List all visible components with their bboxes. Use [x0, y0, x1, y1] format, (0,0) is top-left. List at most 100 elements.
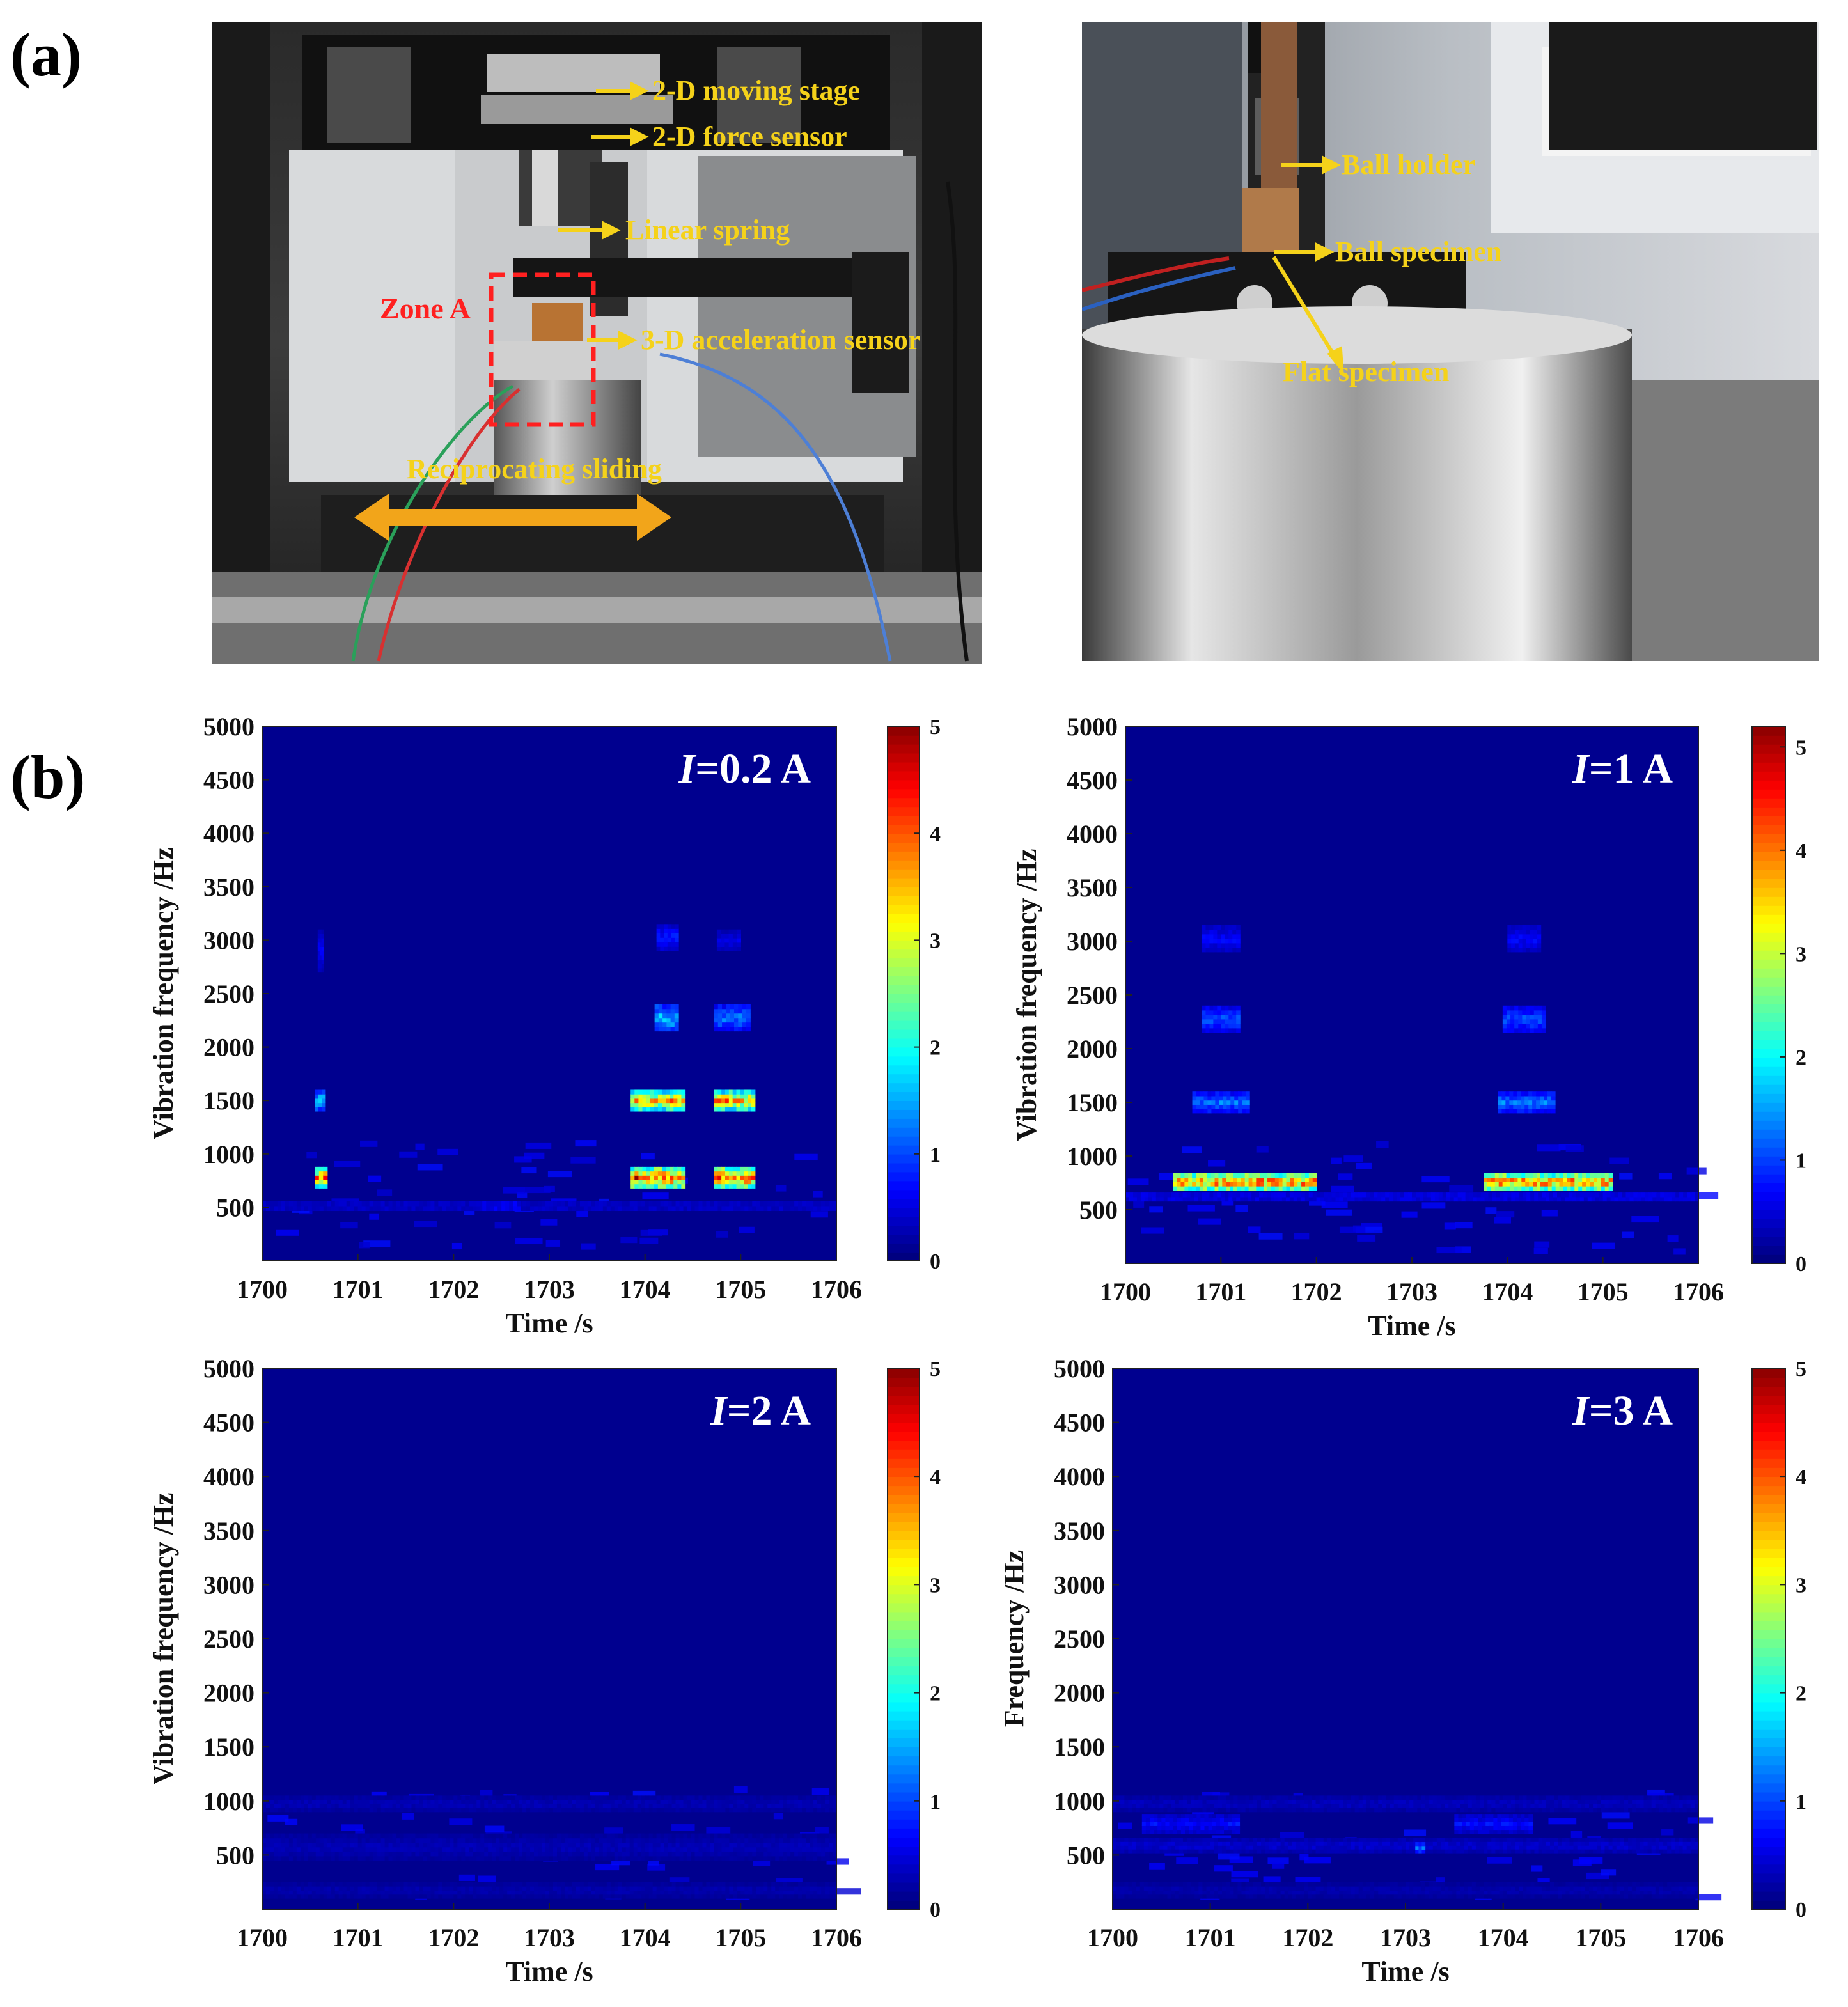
heatmap-cell	[1413, 1799, 1418, 1804]
heatmap-cell	[373, 1205, 378, 1212]
heatmap-cell	[1232, 1196, 1237, 1202]
heatmap-cell	[1347, 1799, 1352, 1804]
heatmap-cell	[1116, 1808, 1121, 1813]
heatmap-cell	[1308, 1799, 1313, 1804]
heatmap-cell	[1442, 1192, 1447, 1198]
heatmap-cell	[671, 928, 675, 933]
heatmap-cell	[790, 1799, 795, 1804]
heatmap-cell	[664, 1799, 669, 1804]
heatmap-cell	[1537, 942, 1542, 948]
heatmap-cell	[726, 1026, 731, 1032]
heatmap-cell	[1593, 1795, 1597, 1800]
heatmap-texture-cell	[642, 1192, 669, 1199]
heatmap-cell	[277, 1795, 282, 1800]
x-tick-label: 1704	[1482, 1277, 1533, 1306]
heatmap-cell	[369, 1838, 374, 1843]
heatmap-cell	[821, 1205, 826, 1212]
heatmap-cell	[1286, 1177, 1291, 1182]
heatmap-cell	[1452, 1799, 1457, 1804]
heatmap-cell	[1604, 1173, 1609, 1178]
colorbar-segment	[888, 1225, 920, 1235]
heatmap-cell	[430, 1804, 435, 1808]
colorbar-segment	[1752, 1031, 1785, 1040]
colorbar-segment	[888, 1118, 920, 1128]
heatmap-cell	[1288, 1799, 1293, 1804]
heatmap-cell	[427, 1205, 432, 1212]
heatmap-cell	[1192, 1095, 1197, 1101]
heatmap-texture-cell	[595, 1863, 620, 1871]
heatmap-cell	[1495, 1808, 1500, 1813]
heatmap-cell	[1182, 1799, 1187, 1804]
heatmap-cell	[671, 1205, 677, 1212]
heatmap-cell	[724, 1175, 730, 1180]
heatmap-cell	[1519, 1804, 1523, 1808]
heatmap-cell	[526, 1808, 531, 1813]
heatmap-cell	[752, 1795, 756, 1800]
heatmap-cell	[650, 1094, 655, 1099]
heatmap-cell	[346, 1847, 351, 1852]
heatmap-cell	[1547, 1104, 1552, 1109]
heatmap-cell	[1362, 1795, 1367, 1800]
heatmap-cell	[1530, 1019, 1535, 1024]
heatmap-cell	[771, 1804, 776, 1808]
heatmap-cell	[1214, 1804, 1219, 1808]
heatmap-texture-cell	[1343, 1155, 1363, 1162]
colorbar-segment	[1752, 959, 1785, 969]
heatmap-cell	[1515, 1192, 1519, 1198]
heatmap-cell	[660, 1808, 665, 1813]
heatmap-cell	[1226, 1808, 1230, 1813]
heatmap-cell	[1537, 1177, 1541, 1182]
heatmap-cell	[668, 1201, 673, 1207]
colorbar-segment	[1752, 1165, 1785, 1175]
heatmap-cell	[1494, 1182, 1500, 1187]
heatmap-cell	[1297, 1192, 1302, 1198]
heatmap-cell	[1215, 1104, 1219, 1109]
heatmap-cell	[787, 1201, 791, 1207]
heatmap-cell	[1246, 1095, 1250, 1101]
heatmap-cell	[1237, 1804, 1242, 1808]
heatmap-cell	[1222, 1177, 1226, 1182]
heatmap-cell	[1475, 1804, 1480, 1808]
heatmap-cell	[1147, 1799, 1152, 1804]
heatmap-cell	[1221, 1010, 1225, 1015]
heatmap-cell	[1301, 1192, 1306, 1198]
heatmap-cell	[556, 1808, 561, 1813]
colorbar-segment	[888, 1243, 920, 1253]
heatmap-cell	[681, 1094, 686, 1099]
heatmap-cell	[1288, 1795, 1293, 1800]
heatmap-cell	[388, 1201, 393, 1207]
heatmap-cell	[1562, 1804, 1566, 1808]
heatmap-texture-cell	[414, 1221, 437, 1228]
heatmap-cell	[1569, 1804, 1574, 1808]
heatmap-cell	[1335, 1192, 1340, 1198]
heatmap-texture-cell	[1622, 1231, 1634, 1238]
heatmap-cell	[1230, 1808, 1234, 1813]
heatmap-cell	[1205, 938, 1210, 944]
heatmap-cell	[1524, 1095, 1529, 1101]
heatmap-cell	[1140, 1192, 1145, 1198]
heatmap-cell	[737, 938, 741, 943]
heatmap-cell	[1202, 1804, 1207, 1808]
heatmap-cell	[1236, 933, 1241, 939]
heatmap-cell	[1522, 1019, 1527, 1024]
heatmap-cell	[1537, 1019, 1542, 1024]
heatmap-cell	[1528, 1095, 1533, 1101]
heatmap-cell	[1284, 1804, 1289, 1808]
heatmap-cell	[825, 1799, 829, 1804]
heatmap-cell	[1602, 1192, 1608, 1198]
heatmap-cell	[308, 1205, 313, 1212]
heatmap-texture-cell	[377, 1189, 393, 1196]
heatmap-cell	[748, 1175, 752, 1180]
heatmap-cell	[1487, 1808, 1492, 1813]
heatmap-cell	[734, 1013, 739, 1019]
heatmap-cell	[1523, 1808, 1527, 1813]
heatmap-cell	[277, 1847, 282, 1852]
heatmap-cell	[630, 1183, 635, 1189]
heatmap-cell	[288, 1808, 294, 1813]
heatmap-cell	[650, 1098, 655, 1104]
heatmap-cell	[269, 1847, 274, 1852]
heatmap-cell	[746, 1026, 751, 1032]
heatmap-cell	[1136, 1808, 1141, 1813]
heatmap-cell	[1523, 1192, 1527, 1198]
heatmap-cell	[419, 1804, 424, 1808]
